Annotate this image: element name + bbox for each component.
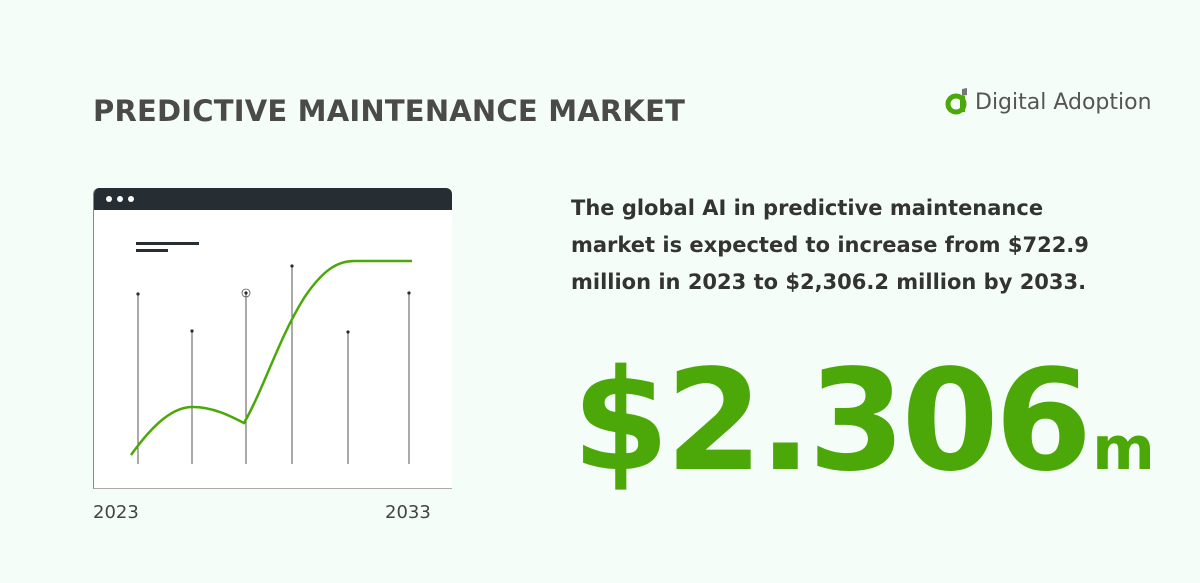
window-dot-icon	[106, 196, 112, 202]
line-chart	[129, 242, 412, 464]
window-title-bar	[94, 188, 452, 210]
digital-adoption-logo-icon	[945, 88, 971, 116]
window-dot-icon	[117, 196, 123, 202]
page-title: PREDICTIVE MAINTENANCE MARKET	[93, 94, 686, 128]
chart-window	[93, 188, 452, 489]
axis-label-start: 2023	[93, 502, 139, 523]
stat-number: $2.306	[572, 340, 1092, 503]
stat-value: $2.306m	[572, 352, 1155, 519]
window-dot-icon	[128, 196, 134, 202]
stat-unit: m	[1092, 414, 1155, 484]
logo: Digital Adoption	[945, 88, 1152, 116]
logo-text: Digital Adoption	[975, 89, 1152, 115]
axis-label-end: 2033	[385, 502, 431, 523]
stat-description: The global AI in predictive maintenance …	[571, 196, 1089, 294]
